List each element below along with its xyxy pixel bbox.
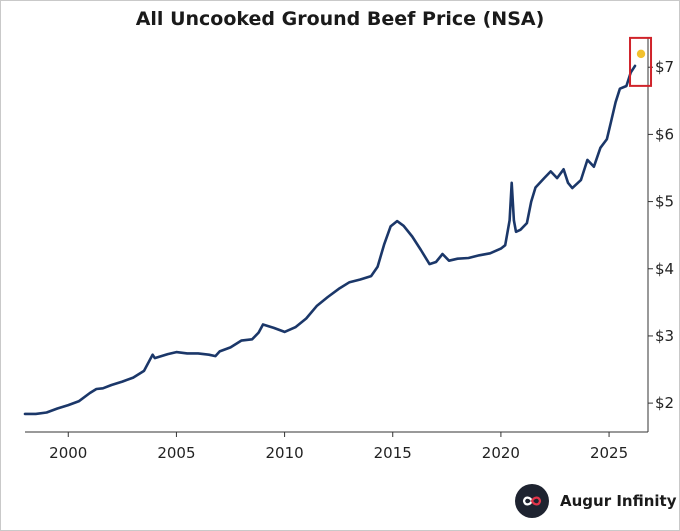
x-tick-label: 2000 (49, 444, 87, 462)
x-tick-label: 2025 (590, 444, 628, 462)
chart-title: All Uncooked Ground Beef Price (NSA) (135, 8, 545, 30)
x-tick-label: 2010 (265, 444, 303, 462)
highlight-box (629, 36, 653, 87)
y-tick-label: $3 (655, 327, 674, 345)
x-tick-label: 2015 (374, 444, 412, 462)
x-tick-label: 2020 (482, 444, 520, 462)
y-tick-label: $5 (655, 193, 674, 211)
y-tick-label: $7 (655, 58, 674, 76)
y-tick-label: $6 (655, 125, 674, 143)
brand-name: Augur Infinity (560, 492, 677, 510)
infinity-icon (515, 484, 549, 518)
y-tick-label: $4 (655, 260, 674, 278)
x-tick-label: 2005 (157, 444, 195, 462)
brand: Augur Infinity (515, 484, 676, 518)
y-tick-label: $2 (655, 394, 674, 412)
series-line (23, 64, 637, 416)
latest-value-marker (636, 49, 646, 59)
